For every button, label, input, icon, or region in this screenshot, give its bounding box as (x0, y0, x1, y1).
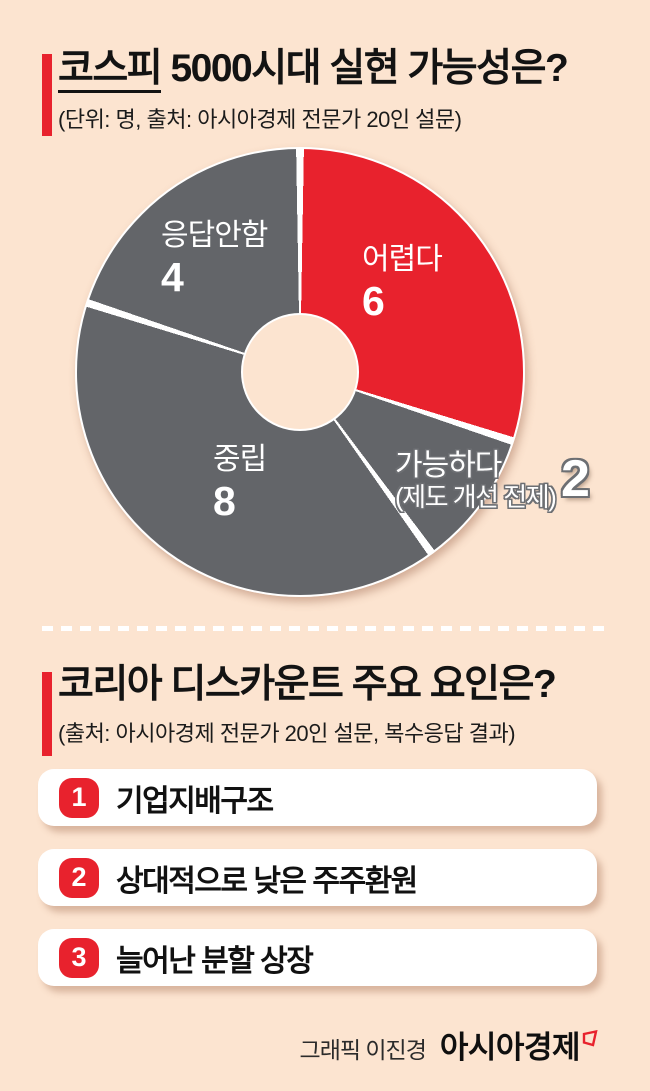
segment-value: 8 (213, 477, 236, 524)
segment-label-no-answer: 응답안함 4 (161, 219, 268, 301)
rank-badge: 1 (59, 777, 99, 818)
section2-accent-bar (42, 672, 52, 756)
brand-logo-icon (582, 1029, 598, 1053)
factor-card-2: 2 상대적으로 낮은 주주환원 (38, 849, 597, 906)
factor-label: 늘어난 분할 상장 (116, 944, 314, 978)
segment-subname: (제도 개선 전제) (395, 481, 557, 512)
factor-label: 기업지배구조 (116, 784, 274, 818)
segment-value-possible: 2 (561, 450, 590, 508)
donut-chart-area: 응답안함 4 어렵다 6 중립 8 가능하다 (제도 개선 전제) 2 (75, 147, 590, 597)
section2-title: 코리아 디스카운트 주요 요인은? (58, 663, 557, 706)
segment-value: 4 (161, 253, 184, 300)
segment-value: 6 (362, 277, 385, 324)
rank-badge: 2 (59, 857, 99, 898)
rank-badge: 3 (59, 937, 99, 978)
brand-name: 아시아경제 (439, 1030, 581, 1065)
section2-header: 코리아 디스카운트 주요 요인은? (출처: 아시아경제 전문가 20인 설문,… (58, 663, 557, 748)
dashed-divider (42, 626, 608, 631)
segment-label-neutral: 중립 8 (213, 443, 267, 525)
section2-subtitle: (출처: 아시아경제 전문가 20인 설문, 복수응답 결과) (58, 720, 516, 746)
segment-label-possible: 가능하다 (제도 개선 전제) (395, 449, 557, 512)
factor-card-3: 3 늘어난 분할 상장 (38, 929, 597, 986)
factor-label: 상대적으로 낮은 주주환원 (116, 864, 418, 898)
graphic-credit: 그래픽 이진경 (299, 1037, 427, 1063)
factor-card-1: 1 기업지배구조 (38, 769, 597, 826)
section1-title-rest: 5000시대 실현 가능성은? (161, 47, 568, 90)
segment-name: 중립 (213, 443, 267, 476)
section1-title: 코스피 5000시대 실현 가능성은? (58, 47, 569, 93)
section1-title-underlined: 코스피 (58, 48, 163, 93)
segment-name: 가능하다 (395, 449, 502, 482)
segment-name: 어렵다 (362, 243, 443, 276)
footer: 그래픽 이진경 아시아경제 (300, 1022, 598, 1067)
section1-accent-bar (42, 54, 52, 136)
donut-hole (241, 313, 359, 431)
segment-name: 응답안함 (161, 219, 268, 252)
section1-header: 코스피 5000시대 실현 가능성은? (단위: 명, 출처: 아시아경제 전문… (58, 47, 569, 134)
section1-subtitle: (단위: 명, 출처: 아시아경제 전문가 20인 설문) (58, 106, 462, 132)
segment-label-difficult: 어렵다 6 (362, 243, 443, 325)
